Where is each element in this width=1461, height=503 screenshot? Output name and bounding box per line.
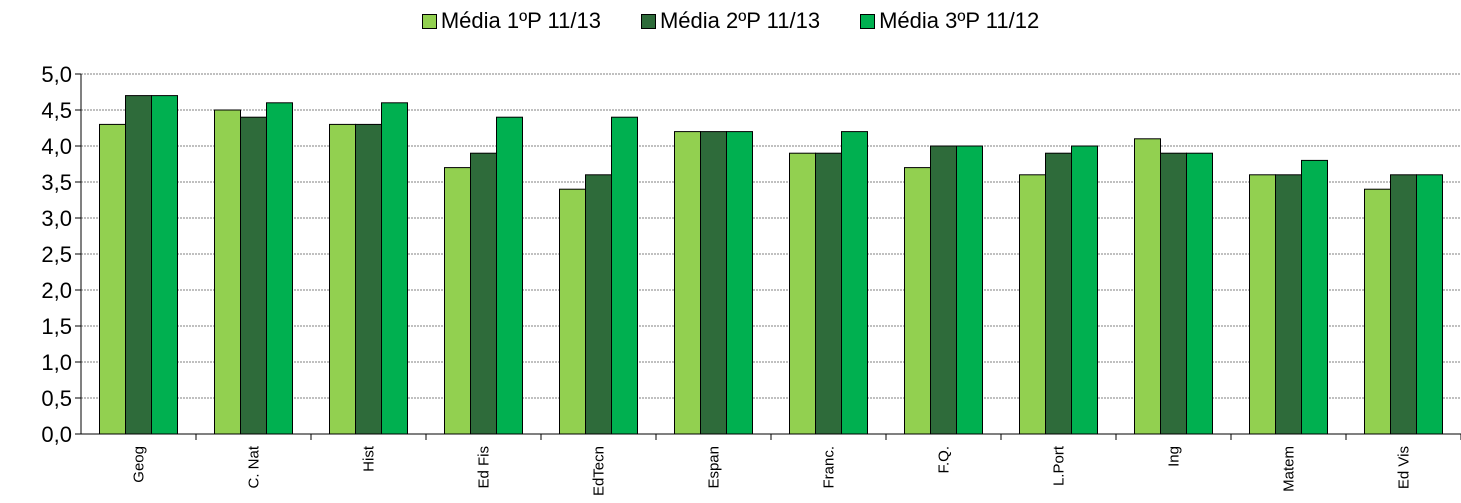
bar	[355, 123, 382, 435]
bar	[99, 123, 126, 435]
bar	[496, 116, 523, 435]
bar	[815, 152, 842, 435]
bar	[585, 174, 612, 435]
bar	[266, 102, 293, 435]
bar	[214, 109, 241, 435]
bar	[1019, 174, 1046, 435]
x-tick-label: Matem	[1281, 446, 1298, 492]
legend-label-series-2: Média 2ºP 11/13	[659, 8, 821, 33]
legend-item-series-2: Média 2ºP 11/13	[640, 8, 821, 34]
bar	[1390, 174, 1417, 435]
legend-swatch-series-2	[640, 13, 656, 29]
legend-label-series-3: Média 3ºP 11/12	[879, 8, 1040, 33]
bar	[1301, 159, 1328, 435]
y-tick-label: 0,0	[41, 422, 72, 447]
bar	[240, 116, 267, 435]
bar	[151, 95, 178, 435]
legend: Média 1ºP 11/13 Média 2ºP 11/13 Média 3º…	[0, 8, 1461, 34]
bar	[1275, 174, 1302, 435]
bar	[1071, 145, 1098, 435]
bar	[470, 152, 497, 435]
bar	[841, 131, 868, 435]
bar	[1249, 174, 1276, 435]
bar	[930, 145, 957, 435]
bar	[956, 145, 983, 435]
x-tick-label: Ed Fis	[476, 446, 493, 489]
x-tick-label: C. Nat	[246, 445, 263, 488]
bar	[1134, 138, 1161, 435]
y-tick-label: 2,5	[41, 242, 72, 267]
bar	[700, 131, 727, 435]
bar	[444, 167, 471, 435]
x-tick-label: Hist	[361, 445, 378, 472]
x-tick-label: L.Port	[1051, 445, 1068, 486]
x-tick-label: F.Q.	[936, 446, 953, 474]
bar	[1160, 152, 1187, 435]
legend-swatch-series-1	[421, 13, 437, 29]
y-tick-label: 5,0	[41, 62, 72, 87]
x-tick-label: Espan	[706, 446, 723, 489]
y-tick-label: 3,0	[41, 206, 72, 231]
legend-label-series-1: Média 1ºP 11/13	[440, 8, 601, 33]
legend-swatch-series-3	[860, 13, 876, 29]
y-tick-label: 4,5	[41, 98, 72, 123]
y-tick-label: 0,5	[41, 386, 72, 411]
bar	[559, 188, 586, 435]
bar	[125, 95, 152, 435]
bar	[611, 116, 638, 435]
y-tick-label: 1,5	[41, 314, 72, 339]
x-tick-label: Ing	[1166, 446, 1183, 467]
x-tick-label: Geog	[131, 446, 148, 483]
bar	[789, 152, 816, 435]
y-tick-label: 2,0	[41, 278, 72, 303]
y-tick-label: 1,0	[41, 350, 72, 375]
x-tick-label: Ed Vis	[1396, 446, 1413, 489]
bar	[1186, 152, 1213, 435]
bar	[1416, 174, 1443, 435]
bar	[381, 102, 408, 435]
y-tick-label: 4,0	[41, 134, 72, 159]
bar	[1364, 188, 1391, 435]
legend-item-series-3: Média 3ºP 11/12	[860, 8, 1039, 34]
bar	[726, 131, 753, 435]
x-tick-label: Franc.	[821, 446, 838, 489]
x-tick-label: EdTecn	[591, 446, 608, 496]
bar	[904, 167, 931, 435]
bar	[674, 131, 701, 435]
bar	[329, 123, 356, 435]
bar	[1045, 152, 1072, 435]
legend-item-series-1: Média 1ºP 11/13	[421, 8, 601, 34]
y-tick-label: 3,5	[41, 170, 72, 195]
